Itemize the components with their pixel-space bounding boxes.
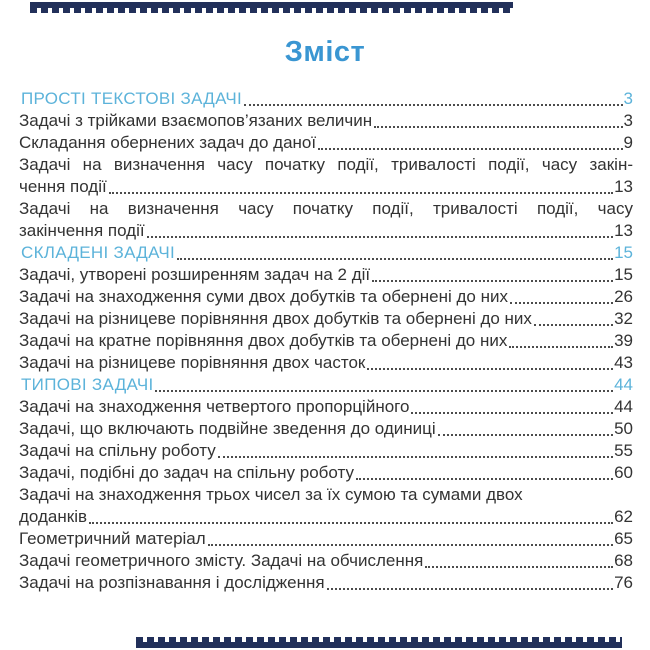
dotted-leader — [326, 588, 614, 590]
toc-entry-first-line: Задачі на знаходження трьох чисел за їх … — [19, 485, 523, 504]
dotted-leader — [355, 478, 614, 480]
dotted-leader — [155, 390, 614, 392]
dotted-leader — [217, 456, 614, 458]
page-number: 76 — [614, 573, 633, 592]
toc-entry[interactable]: Задачі на різницеве порівняння двох добу… — [19, 308, 633, 330]
page-number: 43 — [614, 353, 633, 372]
dotted-leader — [177, 258, 614, 260]
dotted-leader — [509, 346, 614, 348]
toc-entry-label: Задачі геометричного змісту. Задачі на о… — [19, 551, 424, 570]
toc-entry-label: Задачі, що включають подвійне зведення д… — [19, 419, 436, 438]
dotted-leader — [146, 236, 614, 238]
decorative-border-bottom — [136, 637, 622, 648]
toc-entry-label: Задачі на розпізнавання і дослідження — [19, 573, 325, 592]
page-number: 32 — [614, 309, 633, 328]
toc-entry[interactable]: Задачі геометричного змісту. Задачі на о… — [19, 550, 633, 572]
toc-entry-label: Задачі на кратне порівняння двох добуткі… — [19, 331, 508, 350]
dotted-leader — [374, 126, 623, 128]
page-number: 62 — [614, 507, 633, 526]
toc-entry[interactable]: Геометричний матеріал 65 — [19, 528, 633, 550]
page-number: 55 — [614, 441, 633, 460]
page-number: 13 — [614, 177, 633, 196]
page-number: 68 — [614, 551, 633, 570]
toc-entry[interactable]: ПРОСТІ ТЕКСТОВІ ЗАДАЧІ 3 — [19, 88, 633, 110]
page-title: Зміст — [284, 36, 366, 68]
toc-entry[interactable]: Задачі на знаходження суми двох добутків… — [19, 286, 633, 308]
toc-entry[interactable]: СКЛАДЕНІ ЗАДАЧІ 15 — [19, 242, 633, 264]
dotted-leader — [533, 324, 614, 326]
dotted-leader — [425, 566, 614, 568]
page-number: 39 — [614, 331, 633, 350]
page-number: 26 — [614, 287, 633, 306]
toc-entry-label: чення події — [19, 177, 107, 196]
dotted-leader — [509, 302, 614, 304]
page-number: 44 — [614, 397, 633, 416]
dotted-leader — [244, 104, 623, 106]
dotted-leader — [318, 148, 623, 150]
page-number: 44 — [614, 375, 633, 394]
page-number: 3 — [623, 89, 633, 108]
toc-entry-label: ТИПОВІ ЗАДАЧІ — [21, 375, 154, 394]
toc-entry-label: Задачі на спільну роботу — [19, 441, 216, 460]
toc-entry-label: Задачі з трійками взаємопов’язаних велич… — [19, 111, 373, 130]
page-number: 15 — [614, 243, 633, 262]
dotted-leader — [367, 368, 614, 370]
toc-entry[interactable]: Задачі на спільну роботу 55 — [19, 440, 633, 462]
toc-entry[interactable]: ТИПОВІ ЗАДАЧІ 44 — [19, 374, 633, 396]
page-number: 9 — [623, 133, 633, 152]
toc-entry[interactable]: Задачі на знаходження трьох чисел за їх … — [19, 484, 633, 528]
toc-entry[interactable]: Задачі на розпізнавання і дослідження 76 — [19, 572, 633, 594]
dotted-leader — [108, 192, 614, 194]
toc-entry-label: СКЛАДЕНІ ЗАДАЧІ — [21, 243, 176, 262]
toc-entry-first-line: Задачі на визначення часу початку події,… — [19, 199, 633, 218]
page-number: 13 — [614, 221, 633, 240]
page-number: 15 — [614, 265, 633, 284]
toc-entry-label: Задачі на різницеве порівняння двох част… — [19, 353, 366, 372]
toc-entry[interactable]: Задачі на різницеве порівняння двох част… — [19, 352, 633, 374]
toc-entry[interactable]: Задачі на визначення часу початку події,… — [19, 154, 633, 198]
toc-entry[interactable]: Задачі, подібні до задач на спільну робо… — [19, 462, 633, 484]
toc-entry-label: доданків — [19, 507, 88, 526]
dotted-leader — [372, 280, 614, 282]
toc-entry-label: Задачі на знаходження четвертого пропорц… — [19, 397, 410, 416]
toc-entry[interactable]: Задачі з трійками взаємопов’язаних велич… — [19, 110, 633, 132]
toc-entry[interactable]: Задачі, що включають подвійне зведення д… — [19, 418, 633, 440]
page-number: 60 — [614, 463, 633, 482]
page-number: 3 — [623, 111, 633, 130]
toc-entry[interactable]: Задачі на знаходження четвертого пропорц… — [19, 396, 633, 418]
toc-entry[interactable]: Складання обернених задач до даної 9 — [19, 132, 633, 154]
dotted-leader — [89, 522, 614, 524]
page-number: 50 — [614, 419, 633, 438]
toc-list: ПРОСТІ ТЕКСТОВІ ЗАДАЧІ 3 Задачі з трійка… — [19, 88, 633, 594]
dotted-leader — [207, 544, 614, 546]
decorative-border-top — [30, 2, 513, 13]
page-number: 65 — [614, 529, 633, 548]
toc-entry-label: Задачі на різницеве порівняння двох добу… — [19, 309, 532, 328]
toc-entry[interactable]: Задачі на визначення часу початку події,… — [19, 198, 633, 242]
toc-entry-first-line: Задачі на визначення часу початку події,… — [19, 155, 633, 174]
dotted-leader — [437, 434, 614, 436]
toc-entry-label: Геометричний матеріал — [19, 529, 206, 548]
toc-entry-label: Складання обернених задач до даної — [19, 133, 317, 152]
toc-entry-label: Задачі, утворені розширенням задач на 2 … — [19, 265, 371, 284]
toc-entry[interactable]: Задачі на кратне порівняння двох добуткі… — [19, 330, 633, 352]
toc-entry-label: Задачі на знаходження суми двох добутків… — [19, 287, 508, 306]
toc-entry-label: ПРОСТІ ТЕКСТОВІ ЗАДАЧІ — [21, 89, 243, 108]
toc-entry-label: Задачі, подібні до задач на спільну робо… — [19, 463, 354, 482]
dotted-leader — [411, 412, 614, 414]
toc-entry-label: закінчення події — [19, 221, 145, 240]
toc-entry[interactable]: Задачі, утворені розширенням задач на 2 … — [19, 264, 633, 286]
